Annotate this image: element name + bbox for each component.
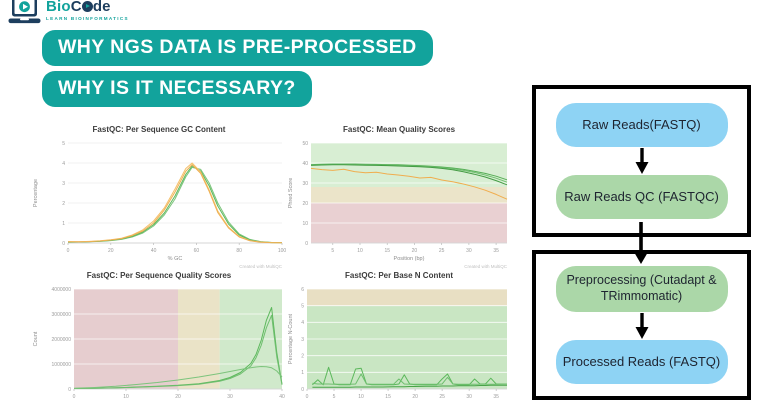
biocode-logo: BioC de LEARN BIOINFORMATICS <box>8 0 129 27</box>
svg-text:40: 40 <box>302 161 308 167</box>
svg-text:2: 2 <box>301 353 304 359</box>
svg-text:20: 20 <box>412 394 418 400</box>
svg-text:30: 30 <box>302 181 308 187</box>
svg-text:3: 3 <box>301 337 304 343</box>
svg-text:5: 5 <box>62 141 65 147</box>
svg-text:2: 2 <box>62 201 65 207</box>
svg-text:1: 1 <box>62 221 65 227</box>
svg-text:20: 20 <box>412 248 418 254</box>
chart-per-base-n-content: FastQC: Per Base N Content 0 5 10 15 20 25 30 3… <box>283 266 515 400</box>
svg-text:% GC: % GC <box>168 256 183 262</box>
svg-text:25: 25 <box>439 248 445 254</box>
brand-text: BioC de LEARN BIOINFORMATICS <box>46 0 129 21</box>
svg-text:30: 30 <box>227 394 233 400</box>
svg-text:6: 6 <box>301 287 304 293</box>
flowchart-box-raw-reads: Raw Reads(FASTQ) Raw Reads QC (FASTQC) <box>532 85 751 237</box>
svg-text:20: 20 <box>108 248 114 254</box>
flowchart-box-preprocessing: Preprocessing (Cutadapt & TRimmomatic) P… <box>532 250 751 400</box>
svg-text:4: 4 <box>62 161 65 167</box>
svg-text:3000000: 3000000 <box>52 312 72 318</box>
svg-text:35: 35 <box>493 394 499 400</box>
svg-text:0: 0 <box>62 241 65 247</box>
svg-text:20: 20 <box>175 394 181 400</box>
svg-text:Phred Score: Phred Score <box>288 178 294 209</box>
svg-text:Percentage N-Count: Percentage N-Count <box>288 313 294 364</box>
svg-text:10: 10 <box>357 248 363 254</box>
arrow-down-icon <box>635 313 648 339</box>
svg-text:100: 100 <box>278 248 287 254</box>
brand-tagline: LEARN BIOINFORMATICS <box>46 16 129 21</box>
svg-text:0: 0 <box>67 248 70 254</box>
flow-node-processed-reads: Processed Reads (FASTQ) <box>555 340 728 384</box>
svg-text:3: 3 <box>62 181 65 187</box>
svg-text:15: 15 <box>385 394 391 400</box>
svg-text:0: 0 <box>301 387 304 393</box>
chart-title: FastQC: Per Sequence Quality Scores <box>86 271 232 280</box>
flow-node-raw-reads: Raw Reads(FASTQ) <box>555 103 728 147</box>
svg-text:0: 0 <box>73 394 76 400</box>
chart-plot: 5 10 15 20 25 30 35 0 10 20 30 40 50 Position (bp) Phr… <box>288 141 508 269</box>
svg-text:1000000: 1000000 <box>52 362 72 368</box>
svg-text:60: 60 <box>194 248 200 254</box>
chart-plot: 0 20 40 60 80 100 0 1 2 3 4 5 % GC Percentage Created … <box>33 141 287 269</box>
heading-banner-1: WHY NGS DATA IS PRE-PROCESSED <box>42 30 433 66</box>
svg-text:40: 40 <box>151 248 157 254</box>
svg-text:25: 25 <box>439 394 445 400</box>
svg-text:4: 4 <box>301 320 304 326</box>
svg-text:Created with MultiQC: Created with MultiQC <box>464 264 508 269</box>
chart-title: FastQC: Per Base N Content <box>344 271 454 280</box>
chart-per-sequence-quality-scores: FastQC: Per Sequence Quality Scores 0 10 2… <box>28 266 290 400</box>
svg-text:5: 5 <box>301 303 304 309</box>
chart-per-sequence-gc-content: FastQC: Per Sequence GC Content 0 20 40 60 8… <box>28 120 290 291</box>
svg-text:5: 5 <box>333 394 336 400</box>
svg-text:20: 20 <box>302 201 308 207</box>
svg-text:0: 0 <box>305 241 308 247</box>
svg-text:15: 15 <box>384 248 390 254</box>
heading-banner-2: WHY IS IT NECESSARY? <box>42 71 312 107</box>
svg-text:40: 40 <box>279 394 285 400</box>
chart-title: FastQC: Per Sequence GC Content <box>92 125 226 134</box>
chart-plot: 051015202530350123456Position in Read (b… <box>288 287 508 400</box>
svg-text:30: 30 <box>466 248 472 254</box>
svg-text:5: 5 <box>331 248 334 254</box>
svg-text:30: 30 <box>466 394 472 400</box>
svg-text:0: 0 <box>68 387 71 393</box>
play-icon <box>81 1 93 12</box>
flow-node-preprocessing: Preprocessing (Cutadapt & TRimmomatic) <box>555 266 728 312</box>
svg-text:35: 35 <box>493 248 499 254</box>
svg-text:Created with MultiQC: Created with MultiQC <box>239 264 283 269</box>
chart-title: FastQC: Mean Quality Scores <box>342 125 456 134</box>
brand-bio: Bio <box>46 0 71 15</box>
svg-text:0: 0 <box>306 394 309 400</box>
chart-mean-quality-scores: FastQC: Mean Quality Scores 5 10 15 20 25 30 3… <box>283 120 515 291</box>
svg-text:10: 10 <box>358 394 364 400</box>
svg-text:50: 50 <box>302 141 308 147</box>
brand-c: C <box>70 0 82 15</box>
arrow-down-icon <box>634 222 648 264</box>
laptop-play-icon <box>8 0 41 24</box>
arrow-down-icon <box>635 148 648 174</box>
svg-text:1: 1 <box>301 370 304 376</box>
svg-text:4000000: 4000000 <box>52 287 72 293</box>
chart-plot: 01020304001000000200000030000004000000Me… <box>33 287 285 400</box>
svg-text:80: 80 <box>236 248 242 254</box>
svg-text:10: 10 <box>302 221 308 227</box>
flow-node-raw-reads-qc: Raw Reads QC (FASTQC) <box>555 175 728 219</box>
svg-text:2000000: 2000000 <box>52 337 72 343</box>
svg-text:Position (bp): Position (bp) <box>394 256 425 262</box>
svg-text:10: 10 <box>123 394 129 400</box>
brand-de: de <box>92 0 111 15</box>
svg-text:Percentage: Percentage <box>33 179 39 207</box>
svg-text:Count: Count <box>33 331 39 346</box>
